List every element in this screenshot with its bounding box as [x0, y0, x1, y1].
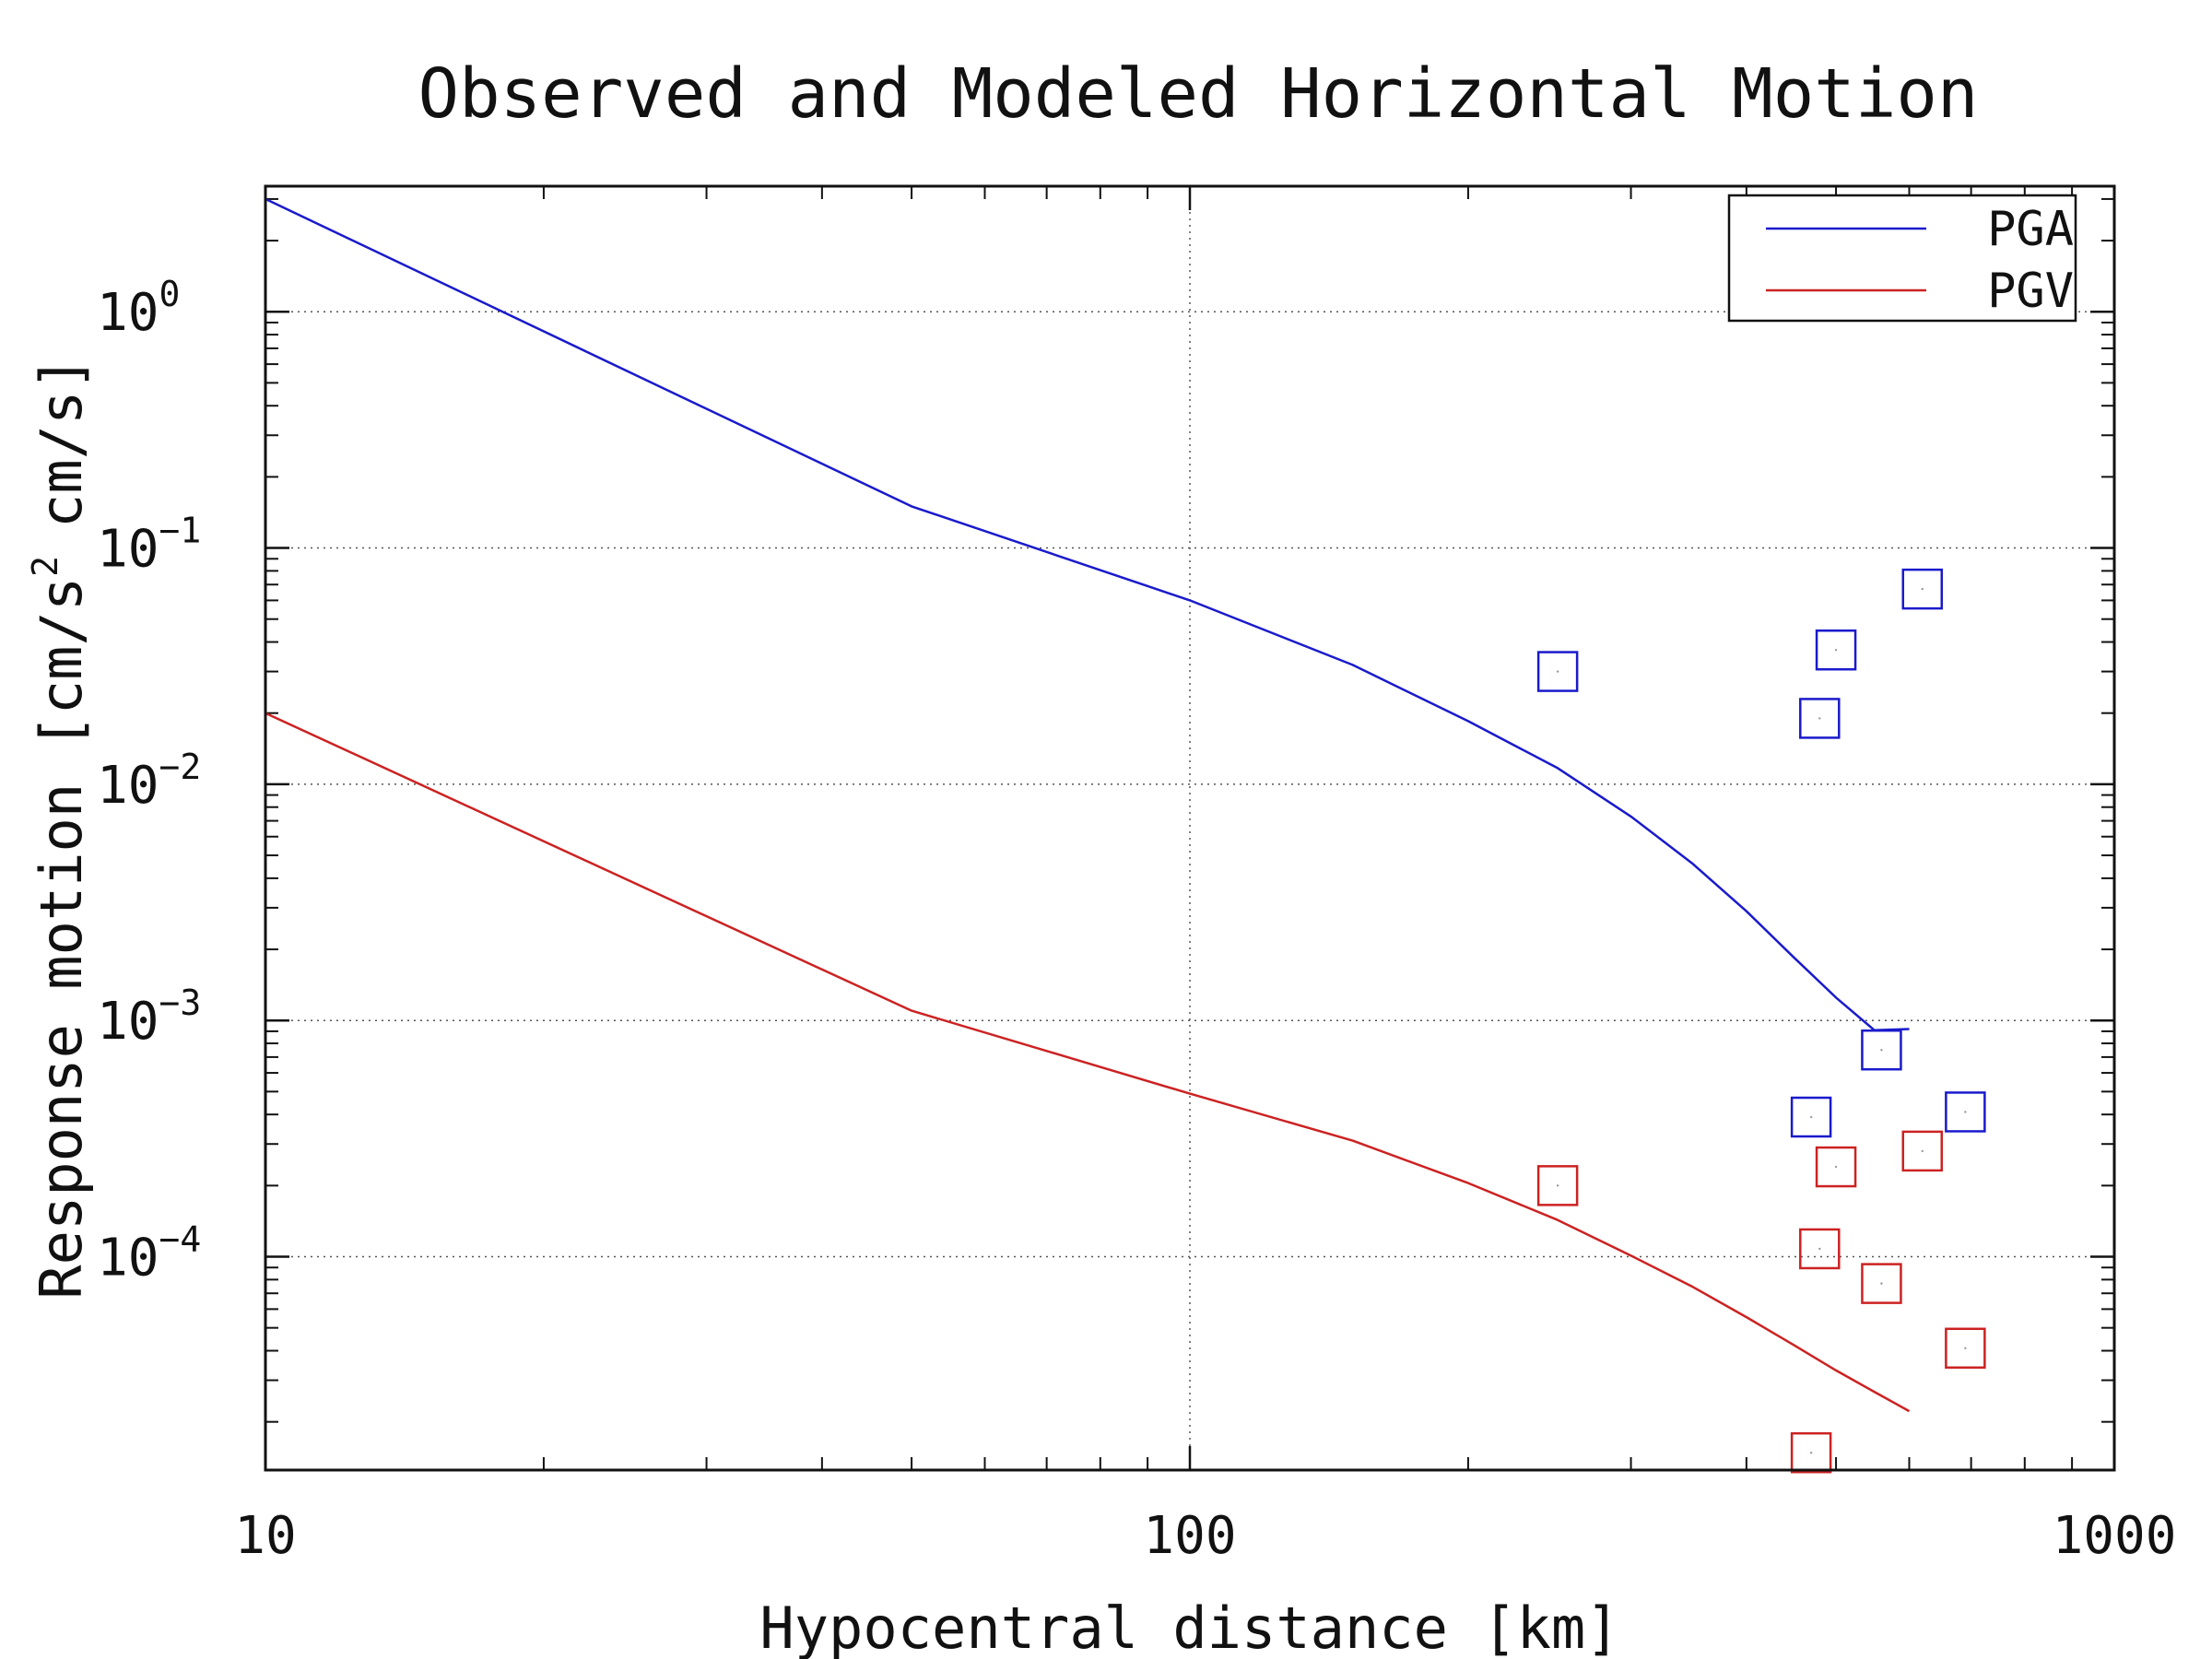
x-tick-labels: 10 100 1000 [234, 1506, 2176, 1566]
x-tick-label: 100 [1143, 1506, 1236, 1566]
y-tick-label-exponent: −4 [159, 1219, 201, 1260]
observed-point-pgv [1901, 1130, 1944, 1172]
legend-label-pga: PGA [1987, 202, 2074, 257]
observed-point-pgv [1815, 1146, 1857, 1188]
y-axis-label-superscript: 2 [25, 556, 65, 577]
y-tick-label-exponent: −3 [159, 982, 201, 1023]
observed-point-pga [1945, 1091, 1986, 1133]
observed-point-center-pgv [1921, 1149, 1924, 1153]
y-tick-label-base: 10 [97, 283, 159, 343]
y-tick-label: 10−4 [97, 1219, 201, 1288]
series-line-pga [265, 197, 1910, 1031]
y-tick-label-base: 10 [97, 520, 159, 580]
observed-point-pgv [1536, 1165, 1579, 1206]
x-tick-label: 1000 [2053, 1506, 2177, 1566]
observed-point-pgv [1945, 1327, 1986, 1370]
y-tick-label-exponent: 0 [159, 274, 180, 314]
observed-point-pgv [1861, 1263, 1902, 1304]
observed-point-pgv [1790, 1431, 1832, 1474]
y-axis-label-main: Response motion [cm/s [28, 577, 95, 1300]
y-tick-label-exponent: −2 [159, 747, 201, 787]
observed-point-pga [1901, 568, 1944, 610]
y-axis-label-tail: cm/s] [28, 356, 95, 528]
observed-point-center-pgv [1880, 1282, 1883, 1285]
y-tick-label-base: 10 [97, 992, 159, 1052]
observed-points [1536, 568, 1986, 1474]
observed-point-center-pgv [1818, 1247, 1821, 1251]
observed-point-pgv [1799, 1228, 1841, 1270]
observed-point-center-pga [1921, 587, 1924, 591]
y-tick-label-base: 10 [97, 1229, 159, 1288]
observed-point-center-pga [1809, 1115, 1813, 1119]
observed-point-center-pga [1880, 1049, 1883, 1052]
legend-label-pgv: PGV [1987, 264, 2074, 319]
x-tick-label: 10 [234, 1506, 296, 1566]
observed-point-center-pga [1834, 649, 1838, 652]
observed-point-pga [1799, 698, 1841, 739]
chart-title: Observed and Modeled Horizontal Motion [418, 54, 1979, 134]
observed-point-pga [1861, 1029, 1902, 1071]
y-tick-label-base: 10 [97, 756, 159, 816]
y-tick-label: 10−3 [97, 982, 201, 1052]
legend-box [1727, 194, 2077, 323]
y-axis-label: Response motion [cm/s2 cm/s] [25, 356, 95, 1299]
legend: PGA PGV [1727, 194, 2077, 323]
observed-point-center-pga [1964, 1111, 1967, 1113]
observed-point-center-pgv [1964, 1347, 1967, 1349]
observed-point-pga [1815, 629, 1857, 671]
observed-point-center-pga [1818, 717, 1821, 720]
plot-frame [264, 184, 2116, 1472]
observed-point-pga [1536, 651, 1579, 692]
x-axis-label: Hypocentral distance [km] [759, 1594, 1619, 1659]
grid-lines [265, 186, 2114, 1470]
observed-point-pga [1790, 1096, 1832, 1138]
observed-point-center-pga [1556, 670, 1559, 673]
y-tick-label: 100 [97, 274, 180, 343]
observed-point-center-pgv [1556, 1184, 1559, 1187]
y-tick-label: 10−2 [97, 747, 201, 816]
observed-point-center-pgv [1834, 1165, 1838, 1169]
y-tick-label: 10−1 [97, 511, 201, 580]
y-tick-label-exponent: −1 [159, 511, 201, 551]
series-lines [265, 197, 1911, 1413]
observed-point-center-pgv [1809, 1451, 1813, 1454]
series-line-pgv [265, 712, 1911, 1413]
